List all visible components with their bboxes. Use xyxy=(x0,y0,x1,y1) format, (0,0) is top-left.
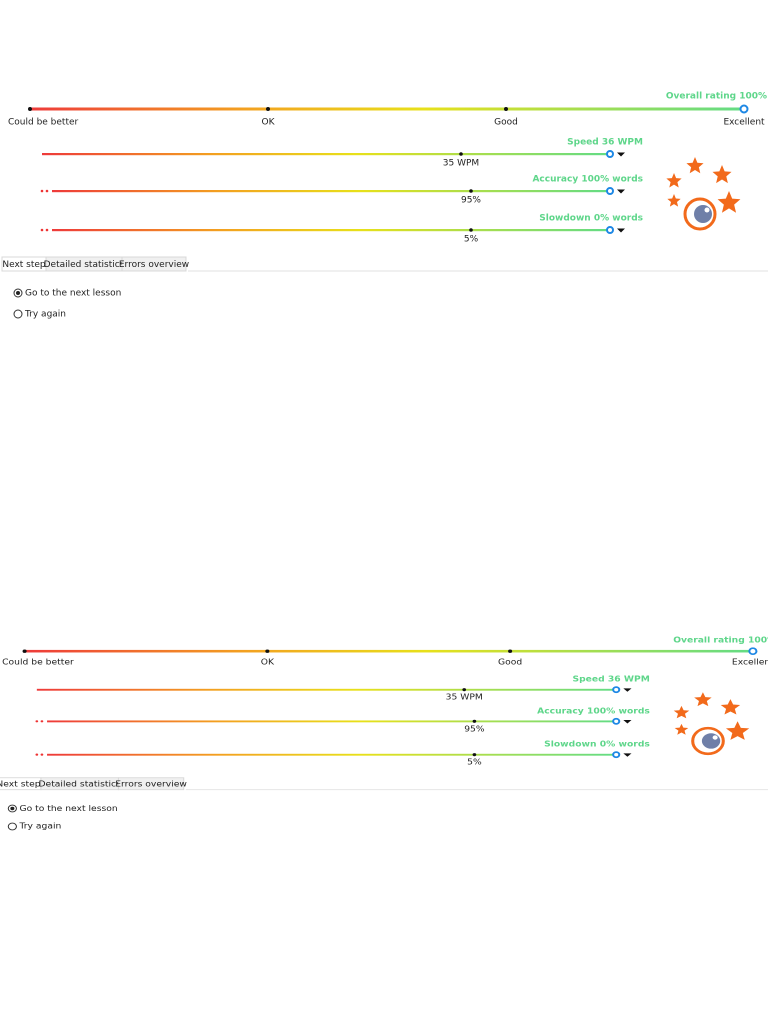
option-label[interactable]: Go to the next lesson xyxy=(20,804,118,813)
scale-dot xyxy=(28,107,32,111)
metric-label: Slowdown 0% words xyxy=(544,739,650,748)
logo-inner xyxy=(694,205,712,223)
target-dot xyxy=(469,228,473,232)
dropdown-arrow[interactable] xyxy=(623,688,632,692)
metric-bar xyxy=(52,229,610,232)
tab[interactable] xyxy=(121,256,187,272)
star xyxy=(666,173,682,188)
scale-label: Good xyxy=(498,657,522,666)
tab-label[interactable]: Errors overview xyxy=(115,779,187,788)
star xyxy=(667,194,681,207)
metric-bar xyxy=(42,153,610,156)
logo-eye xyxy=(704,207,710,213)
overall-marker xyxy=(739,104,749,114)
result-panel-copy: Overall rating 100% Could be better OK Good… xyxy=(0,635,768,831)
metric-bar xyxy=(47,720,617,723)
star xyxy=(720,699,741,715)
scale-label: Excellent xyxy=(732,657,768,666)
scale-label: Excellent xyxy=(723,118,765,128)
dot xyxy=(40,720,44,723)
tab-label[interactable]: Errors overview xyxy=(119,260,189,270)
dropdown-arrow[interactable] xyxy=(623,753,632,757)
overall-label: Overall rating 100% xyxy=(673,635,768,644)
scale-dot xyxy=(504,107,508,111)
dropdown-arrow[interactable] xyxy=(623,720,632,724)
metric-target: 35 WPM xyxy=(443,159,479,169)
metric-marker xyxy=(612,686,621,694)
target-dot xyxy=(472,719,477,723)
tab-label[interactable]: Next step xyxy=(2,260,46,270)
scale-label: Could be better xyxy=(2,657,74,666)
radio-dot xyxy=(16,291,20,295)
overall-bar xyxy=(30,107,744,111)
metric-label: Speed 36 WPM xyxy=(573,674,650,683)
metric-marker xyxy=(612,717,621,725)
metric-label: Accuracy 100% words xyxy=(532,175,643,185)
target-dot xyxy=(462,688,467,692)
metric-label: Slowdown 0% words xyxy=(539,214,643,224)
option-label[interactable]: Go to the next lesson xyxy=(25,289,121,299)
scale-label: Good xyxy=(494,118,518,128)
scale-dot xyxy=(508,649,513,653)
star xyxy=(694,692,712,707)
radio-dot xyxy=(10,806,15,811)
target-dot xyxy=(472,753,477,757)
dropdown-arrow[interactable] xyxy=(617,189,625,194)
metric-target: 5% xyxy=(464,235,479,245)
dot xyxy=(40,753,44,756)
metric-target: 35 WPM xyxy=(446,692,483,701)
option-label[interactable]: Try again xyxy=(24,310,66,320)
star xyxy=(686,157,704,174)
tab-label[interactable]: Detailed statistics xyxy=(39,779,121,788)
tab-label[interactable]: Next step xyxy=(0,779,41,788)
dropdown-arrow[interactable] xyxy=(617,228,625,233)
dot xyxy=(45,189,49,193)
metric-marker xyxy=(606,226,614,234)
metric-target: 5% xyxy=(467,757,482,766)
dot xyxy=(35,753,39,756)
overall-label: Overall rating 100% xyxy=(666,92,767,102)
star xyxy=(712,165,732,184)
radio[interactable] xyxy=(13,309,23,319)
metric-marker xyxy=(606,187,614,195)
star xyxy=(674,723,689,735)
dot xyxy=(35,720,39,723)
metric-label: Accuracy 100% words xyxy=(537,706,650,715)
metric-bar xyxy=(47,753,617,756)
logo-inner xyxy=(701,733,721,749)
metric-label: Speed 36 WPM xyxy=(567,138,643,148)
scale-label: Could be better xyxy=(8,118,79,128)
star xyxy=(717,191,741,213)
scale-label: OK xyxy=(261,657,275,666)
metric-target: 95% xyxy=(464,724,484,733)
star xyxy=(725,721,750,740)
metric-bar xyxy=(36,688,617,691)
dot xyxy=(40,228,44,232)
tab[interactable] xyxy=(117,777,185,791)
overall-marker xyxy=(748,647,758,656)
result-panel: Overall rating 100% Could be better OK Good… xyxy=(1,92,768,320)
metric-marker xyxy=(612,751,621,759)
dot xyxy=(40,189,44,193)
tab-label[interactable]: Detailed statistics xyxy=(44,260,125,270)
scale-dot xyxy=(22,649,27,653)
target-dot xyxy=(459,152,463,156)
metric-bar xyxy=(52,190,610,193)
dot xyxy=(45,228,49,232)
scale-dot xyxy=(266,107,270,111)
overall-bar xyxy=(24,649,753,653)
option-label[interactable]: Try again xyxy=(18,821,61,830)
target-dot xyxy=(469,189,473,193)
dropdown-arrow[interactable] xyxy=(617,152,625,157)
metric-target: 95% xyxy=(461,196,481,206)
metric-marker xyxy=(606,150,614,158)
radio[interactable] xyxy=(7,822,17,831)
logo-eye xyxy=(712,735,718,740)
scale-dot xyxy=(265,649,270,653)
scale-label: OK xyxy=(262,118,276,128)
star xyxy=(673,705,690,719)
